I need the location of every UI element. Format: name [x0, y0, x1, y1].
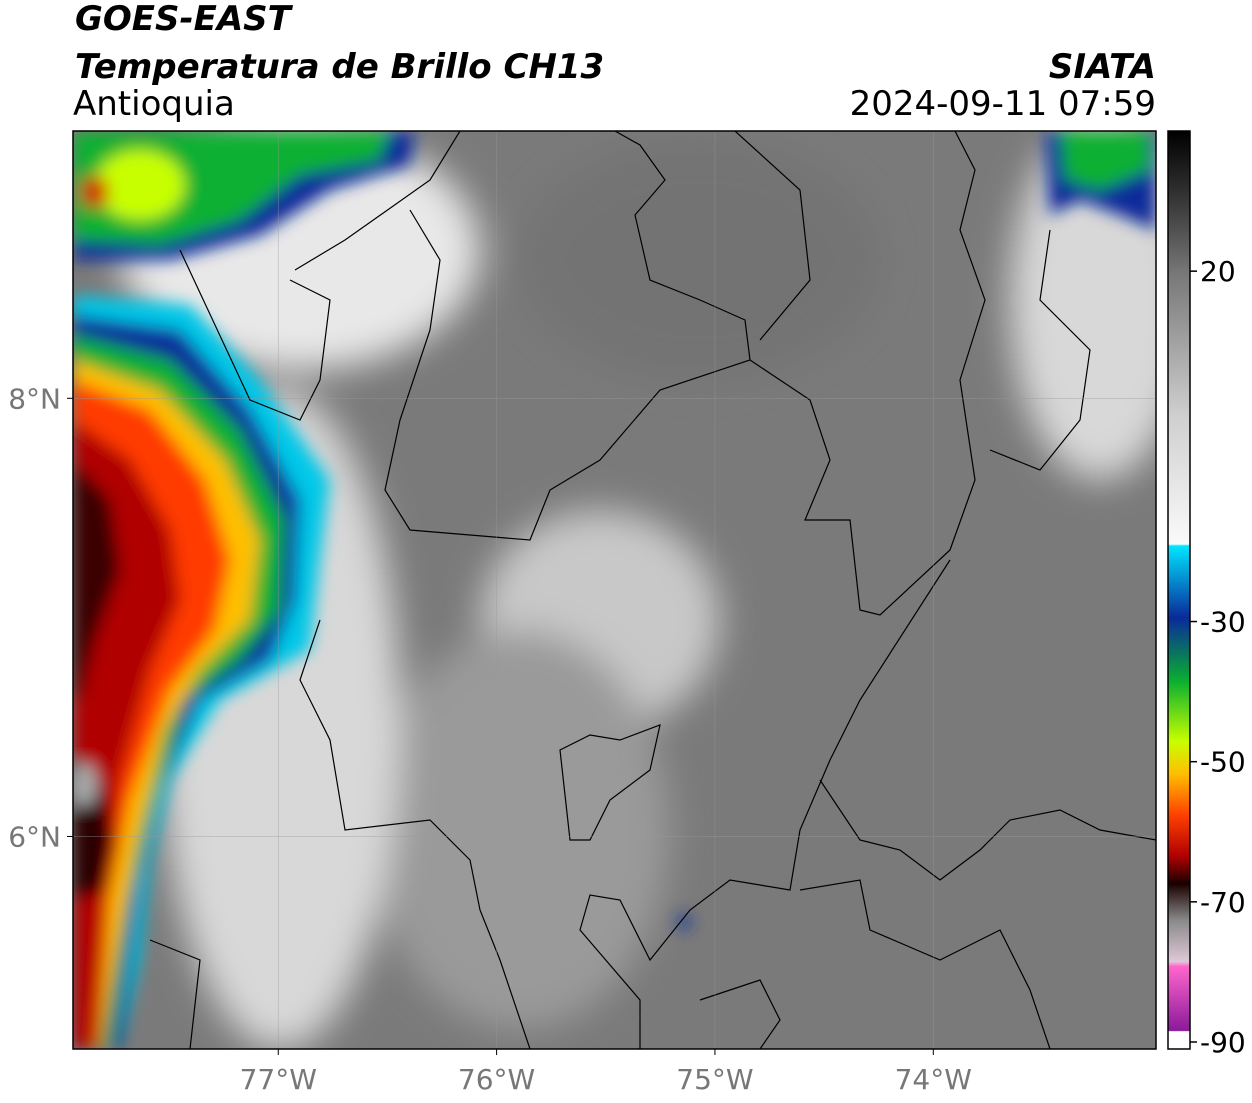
x-tick-label: 75°W: [676, 1063, 753, 1096]
colorbar-tick-label: -70: [1200, 886, 1246, 919]
map-frame: [72, 130, 1157, 1050]
region: Antioquia: [73, 84, 235, 124]
colorbar-tick-label: 20: [1200, 255, 1236, 288]
y-tick-label: 8°N: [8, 382, 61, 415]
colorbar-ticks: 20 -30 -50 -70 -90: [1190, 255, 1246, 1059]
datetime: 2024-09-11 07:59: [850, 84, 1156, 124]
source: SIATA: [1049, 47, 1156, 87]
colorbar-tick-label: -30: [1200, 606, 1246, 639]
title: GOES-EAST: [75, 0, 294, 39]
colorbar: [1167, 130, 1191, 1050]
y-tick-label: 6°N: [8, 820, 61, 853]
x-tick-label: 77°W: [240, 1063, 317, 1096]
satellite-image: [73, 131, 1156, 1049]
colorbar-tick-label: -90: [1200, 1026, 1246, 1059]
x-tick-label: 76°W: [458, 1063, 535, 1096]
graticule: [67, 131, 1156, 1055]
x-tick-label: 74°W: [895, 1063, 972, 1096]
colorbar-tick-label: -50: [1200, 746, 1246, 779]
subtitle: Temperatura de Brillo CH13: [75, 47, 604, 87]
